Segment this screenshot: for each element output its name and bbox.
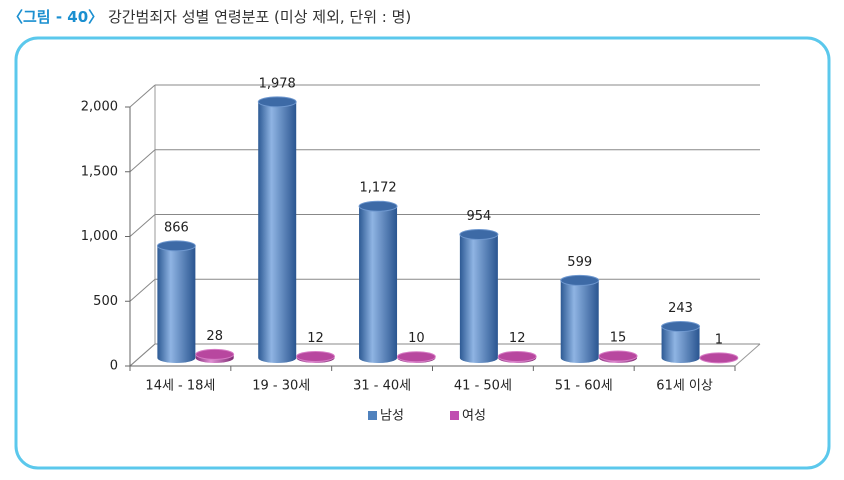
bar-top — [296, 350, 336, 362]
data-label: 15 — [610, 331, 627, 346]
bar-top — [257, 96, 297, 108]
frame — [14, 36, 831, 470]
axis-line — [734, 343, 761, 367]
heading: 〈그림 - 40〉 강간범죄자 성별 연령분포 (미상 제외, 단위 : 명) — [8, 6, 411, 27]
data-label: 1 — [715, 332, 723, 347]
data-label: 28 — [206, 329, 223, 344]
grid-line — [129, 343, 156, 367]
legend-swatch — [450, 411, 459, 420]
y-tick-label: 1,000 — [81, 229, 118, 244]
data-label: 12 — [307, 331, 324, 346]
x-tick-label: 61세 이상 — [656, 379, 713, 394]
bar-top — [560, 274, 600, 286]
grid-line — [129, 214, 156, 237]
data-label: 599 — [567, 255, 592, 270]
x-tick-label: 19 - 30세 — [252, 379, 310, 394]
x-tick-label: 31 - 40세 — [353, 379, 411, 394]
y-tick-label: 0 — [110, 359, 118, 374]
y-tick-label: 2,000 — [81, 100, 118, 115]
grid-line — [129, 84, 156, 108]
figure-label: 〈그림 - 40〉 — [8, 8, 104, 26]
data-label: 1,978 — [259, 76, 296, 91]
data-label: 1,172 — [359, 181, 396, 196]
bar-top — [598, 350, 638, 362]
y-tick-label: 1,500 — [81, 164, 118, 179]
bar-top — [661, 321, 701, 333]
x-tick-label: 41 - 50세 — [454, 379, 512, 394]
data-label: 10 — [408, 331, 425, 346]
bar-top — [156, 240, 196, 252]
x-tick-label: 51 - 60세 — [555, 379, 613, 394]
bar — [459, 229, 498, 363]
bar — [560, 275, 599, 363]
bar-top — [459, 228, 499, 240]
grid-line — [129, 278, 156, 302]
data-label: 866 — [164, 220, 189, 235]
bar — [157, 240, 196, 363]
chart-title: 강간범죄자 성별 연령분포 (미상 제외, 단위 : 명) — [107, 8, 412, 26]
bar-top — [396, 351, 436, 363]
bar-top — [699, 352, 739, 364]
legend-swatch — [368, 411, 377, 420]
data-label: 12 — [509, 331, 526, 346]
y-tick-label: 500 — [93, 294, 118, 309]
data-label: 954 — [466, 209, 491, 224]
legend-label: 여성 — [462, 409, 486, 424]
bar — [359, 201, 398, 363]
x-tick-label: 14세 - 18세 — [145, 379, 215, 394]
legend-label: 남성 — [380, 409, 404, 424]
data-label: 243 — [668, 301, 693, 316]
bar-top — [497, 350, 537, 362]
grid-line — [129, 149, 156, 173]
bar — [661, 321, 700, 363]
bar — [258, 96, 297, 363]
bar-top — [358, 200, 398, 212]
bar-top — [195, 348, 235, 360]
